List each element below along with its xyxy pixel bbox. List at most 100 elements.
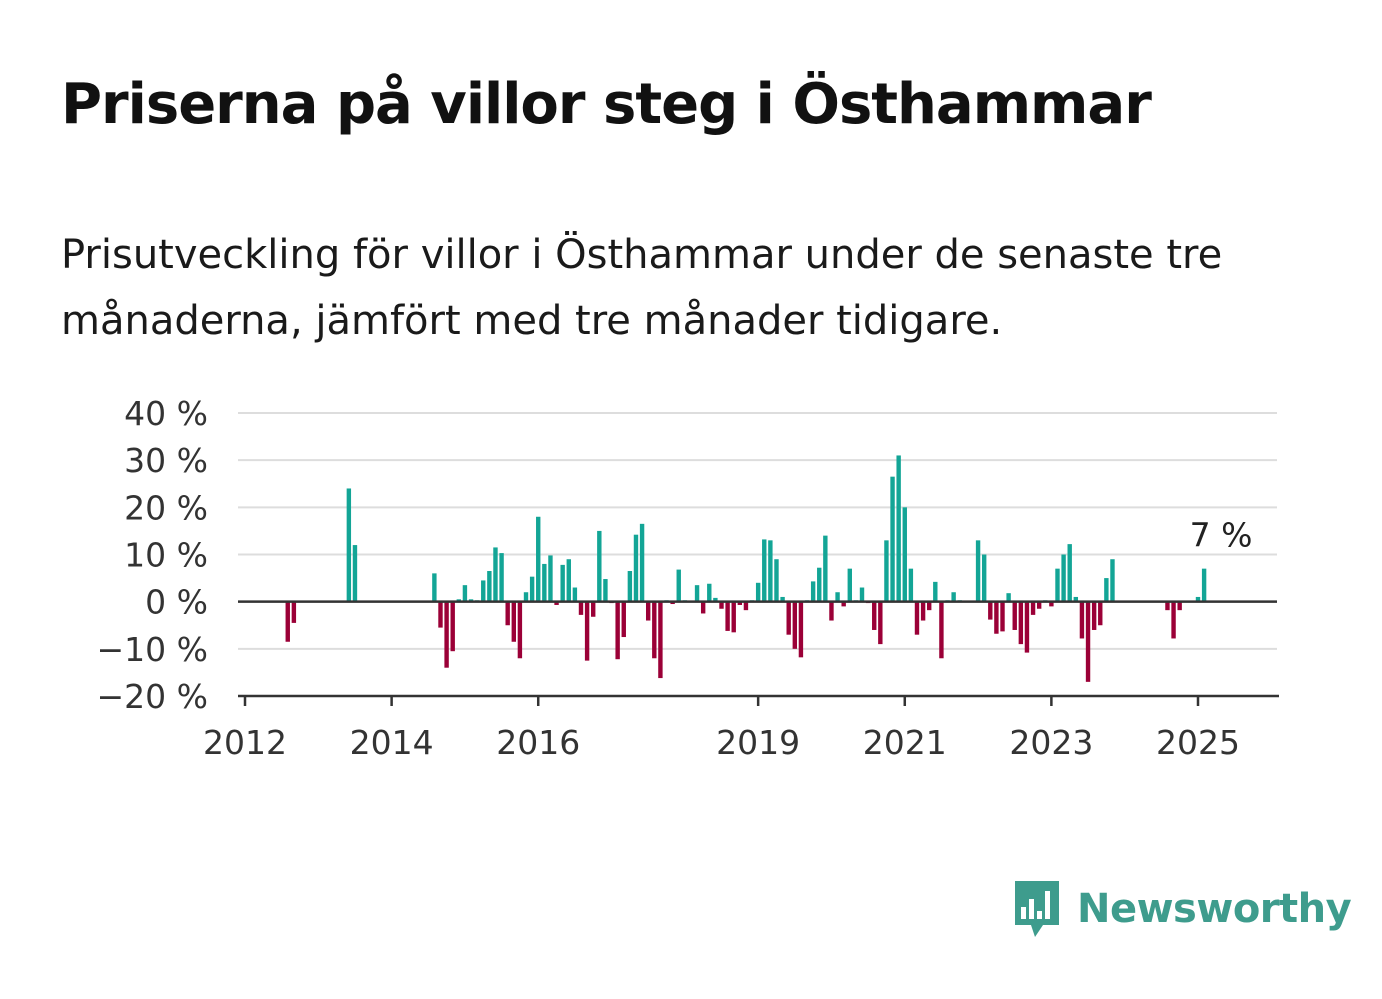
bar bbox=[1171, 601, 1176, 639]
bar bbox=[1030, 601, 1036, 615]
x-tick-label: 2019 bbox=[716, 723, 800, 762]
bar bbox=[920, 601, 926, 621]
bar bbox=[792, 601, 798, 649]
bar bbox=[1079, 601, 1085, 639]
bar bbox=[951, 592, 956, 602]
bar bbox=[872, 601, 877, 630]
bar bbox=[981, 554, 987, 602]
bar bbox=[493, 547, 498, 602]
bar bbox=[841, 601, 846, 607]
bar bbox=[462, 585, 468, 602]
y-tick-label: 20 % bbox=[124, 488, 208, 527]
tick-labels: −20 % −10 % 0 % 10 % 20 % 30 % 40 % 2012 2014 201… bbox=[97, 394, 1253, 762]
bar bbox=[878, 601, 883, 645]
y-tick-label: −10 % bbox=[97, 630, 209, 669]
bar bbox=[499, 553, 504, 602]
grid-lines bbox=[238, 412, 1277, 650]
bar bbox=[517, 601, 523, 659]
bar bbox=[774, 559, 779, 602]
y-tick-label: 10 % bbox=[124, 536, 208, 575]
x-tick-label: 2014 bbox=[350, 723, 434, 762]
bar bbox=[1110, 559, 1115, 602]
bar bbox=[560, 564, 565, 602]
bar bbox=[1177, 601, 1182, 611]
bar bbox=[1091, 601, 1097, 630]
bar bbox=[927, 601, 932, 611]
bar bbox=[438, 601, 443, 628]
bar bbox=[694, 585, 700, 602]
bar-chart: −20 % −10 % 0 % 10 % 20 % 30 % 40 % 2012 2014 201… bbox=[97, 394, 1279, 762]
bar bbox=[645, 601, 651, 621]
chart-speech-bubble-icon bbox=[1015, 881, 1059, 937]
bar bbox=[1165, 601, 1170, 611]
bars bbox=[285, 455, 1207, 682]
bar bbox=[529, 576, 535, 602]
bar bbox=[676, 569, 681, 602]
bar bbox=[1055, 568, 1060, 602]
bar bbox=[786, 601, 791, 635]
chart-title: Priserna på villor steg i Östhammar bbox=[61, 72, 1152, 137]
bar bbox=[1098, 601, 1103, 626]
bar bbox=[725, 601, 730, 631]
bar bbox=[285, 601, 290, 642]
bar bbox=[603, 579, 608, 602]
bar bbox=[1067, 544, 1072, 602]
bar bbox=[743, 601, 749, 611]
bar bbox=[823, 535, 828, 602]
bar bbox=[975, 540, 981, 602]
x-tick-label: 2016 bbox=[496, 723, 580, 762]
bar bbox=[548, 555, 553, 602]
bar bbox=[1000, 601, 1005, 632]
bar bbox=[896, 455, 901, 602]
bar bbox=[639, 523, 645, 602]
newsworthy-logo: Newsworthy bbox=[1011, 877, 1352, 941]
bar bbox=[511, 601, 516, 642]
bar bbox=[291, 601, 297, 623]
y-tick-label: 40 % bbox=[124, 394, 208, 433]
bar bbox=[835, 592, 840, 602]
chart-subtitle: Prisutveckling för villor i Östhammar un… bbox=[61, 232, 1223, 344]
bar bbox=[1024, 601, 1030, 653]
brand-name: Newsworthy bbox=[1077, 886, 1352, 932]
x-tick-label: 2012 bbox=[203, 723, 287, 762]
bar bbox=[1104, 578, 1109, 602]
bar bbox=[554, 601, 559, 605]
bar bbox=[939, 601, 944, 659]
last-value-annotation: 7 % bbox=[1190, 516, 1253, 555]
bar bbox=[432, 573, 437, 602]
bar bbox=[523, 592, 529, 602]
bar bbox=[737, 601, 743, 605]
bar bbox=[621, 601, 626, 638]
bar bbox=[933, 581, 938, 602]
bar bbox=[1195, 596, 1201, 602]
bar bbox=[755, 582, 761, 602]
x-tick-label: 2021 bbox=[863, 723, 947, 762]
bar bbox=[884, 540, 889, 602]
x-tick-label: 2025 bbox=[1156, 723, 1240, 762]
bar bbox=[1061, 554, 1066, 602]
bar bbox=[542, 563, 547, 602]
bar bbox=[817, 567, 822, 602]
bar bbox=[566, 559, 571, 602]
bar bbox=[633, 534, 639, 602]
bar bbox=[597, 530, 602, 602]
bar bbox=[1085, 601, 1091, 682]
bar bbox=[700, 601, 706, 614]
bar bbox=[719, 601, 724, 609]
x-tick-label: 2023 bbox=[1009, 723, 1093, 762]
bar bbox=[1073, 596, 1079, 602]
bar bbox=[902, 507, 907, 602]
bar bbox=[1049, 601, 1054, 607]
bar bbox=[914, 601, 920, 635]
bar bbox=[1006, 593, 1011, 602]
bar bbox=[707, 583, 712, 602]
bar bbox=[908, 568, 914, 602]
bar bbox=[798, 601, 804, 658]
bar bbox=[450, 601, 455, 652]
bar bbox=[859, 587, 865, 602]
bar bbox=[829, 601, 834, 621]
bar bbox=[627, 571, 633, 602]
y-tick-label: 0 % bbox=[145, 583, 208, 622]
bar bbox=[1201, 568, 1207, 602]
y-tick-label: −20 % bbox=[97, 677, 209, 716]
